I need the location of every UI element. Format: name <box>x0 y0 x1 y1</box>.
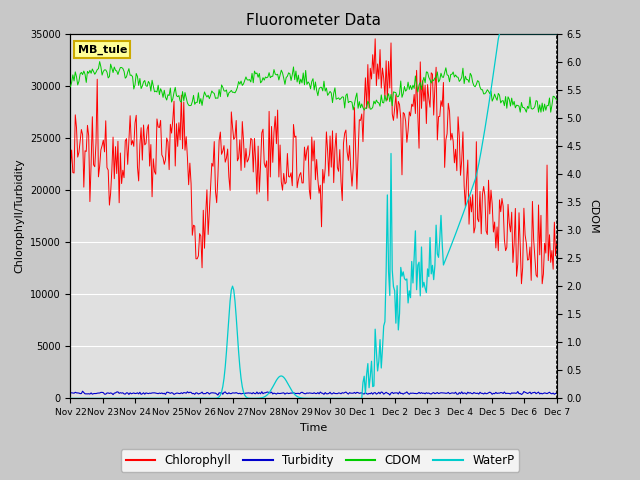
Y-axis label: CDOM: CDOM <box>589 199 598 233</box>
Y-axis label: Chlorophyll/Turbidity: Chlorophyll/Turbidity <box>14 158 24 274</box>
Title: Fluorometer Data: Fluorometer Data <box>246 13 381 28</box>
Legend: Chlorophyll, Turbidity, CDOM, WaterP: Chlorophyll, Turbidity, CDOM, WaterP <box>121 449 519 472</box>
Text: MB_tule: MB_tule <box>77 45 127 55</box>
X-axis label: Time: Time <box>300 423 327 432</box>
